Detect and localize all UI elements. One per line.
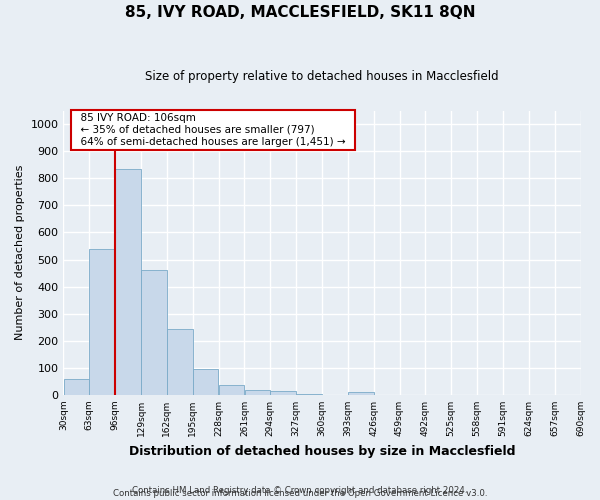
Bar xyxy=(348,392,374,395)
Bar xyxy=(271,392,296,395)
Text: Contains public sector information licensed under the Open Government Licence v3: Contains public sector information licen… xyxy=(113,488,487,498)
Bar xyxy=(193,368,218,395)
Bar xyxy=(218,385,244,395)
Bar xyxy=(89,248,115,395)
Bar xyxy=(167,329,193,395)
Bar xyxy=(141,270,167,395)
Bar xyxy=(296,394,322,395)
Text: Contains HM Land Registry data © Crown copyright and database right 2024.: Contains HM Land Registry data © Crown c… xyxy=(132,486,468,495)
Bar xyxy=(245,390,270,395)
X-axis label: Distribution of detached houses by size in Macclesfield: Distribution of detached houses by size … xyxy=(129,444,515,458)
Y-axis label: Number of detached properties: Number of detached properties xyxy=(15,165,25,340)
Text: 85 IVY ROAD: 106sqm  
  ← 35% of detached houses are smaller (797)  
  64% of se: 85 IVY ROAD: 106sqm ← 35% of detached ho… xyxy=(74,114,352,146)
Title: Size of property relative to detached houses in Macclesfield: Size of property relative to detached ho… xyxy=(145,70,499,83)
Bar xyxy=(115,169,141,395)
Text: 85, IVY ROAD, MACCLESFIELD, SK11 8QN: 85, IVY ROAD, MACCLESFIELD, SK11 8QN xyxy=(125,5,475,20)
Bar xyxy=(64,380,89,395)
